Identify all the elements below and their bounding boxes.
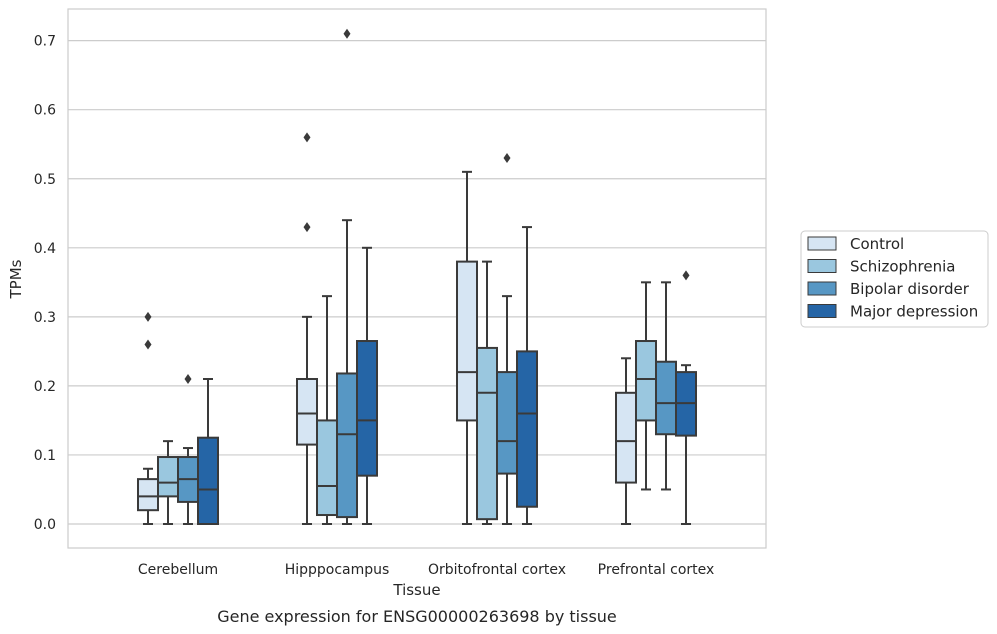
box-schizophrenia bbox=[157, 440, 179, 525]
legend: Control Schizophrenia Bipolar disorder Majo… bbox=[800, 230, 989, 328]
y-axis-label: TPMs bbox=[7, 259, 25, 299]
x-tick-label: Hipppocampus bbox=[285, 562, 390, 578]
outlier-point bbox=[343, 28, 351, 39]
legend-label: Bipolar disorder bbox=[850, 280, 970, 298]
box-iqr bbox=[655, 360, 677, 436]
grid-lines bbox=[68, 40, 766, 525]
box-major-depression bbox=[197, 377, 219, 525]
box-iqr bbox=[197, 436, 219, 525]
legend-label: Schizophrenia bbox=[850, 258, 955, 276]
plot-frame bbox=[67, 8, 767, 549]
y-tick-label: 0.2 bbox=[34, 379, 56, 395]
legend-swatch bbox=[807, 236, 837, 251]
box-iqr bbox=[615, 391, 637, 484]
box-iqr bbox=[316, 419, 338, 517]
x-axis-label: Tissue bbox=[392, 581, 440, 599]
x-tick-label: Orbitofrontal cortex bbox=[428, 562, 566, 578]
y-tick-label: 0.4 bbox=[34, 241, 56, 257]
box-bipolar-disorder bbox=[336, 28, 358, 525]
outlier-point bbox=[503, 153, 511, 164]
legend-label: Control bbox=[850, 235, 904, 253]
box-iqr bbox=[296, 377, 318, 446]
legend-swatch bbox=[807, 304, 837, 318]
y-tick-label: 0.6 bbox=[34, 103, 56, 119]
x-tick-label: Prefrontal cortex bbox=[598, 562, 715, 578]
outlier-point bbox=[184, 373, 192, 384]
box-control bbox=[296, 132, 318, 525]
box-control bbox=[137, 311, 159, 525]
y-axis-ticks: 0.0 0.1 0.2 0.3 0.4 0.5 0.6 0.7 bbox=[34, 34, 56, 533]
box-iqr bbox=[496, 371, 518, 475]
outlier-point bbox=[303, 132, 311, 143]
legend-frame bbox=[800, 230, 989, 328]
y-tick-label: 0.5 bbox=[34, 172, 56, 188]
box-iqr bbox=[137, 478, 159, 512]
box-schizophrenia bbox=[316, 295, 338, 525]
box-iqr bbox=[516, 350, 538, 508]
box-iqr bbox=[157, 456, 179, 498]
y-tick-label: 0.3 bbox=[34, 310, 56, 326]
box-major-depression bbox=[516, 226, 538, 525]
box-iqr bbox=[635, 340, 657, 422]
box-control bbox=[615, 357, 637, 525]
box-iqr bbox=[356, 340, 378, 477]
chart-caption: Gene expression for ENSG00000263698 by t… bbox=[217, 607, 617, 626]
outlier-point bbox=[144, 311, 152, 322]
box-schizophrenia bbox=[635, 281, 657, 491]
box-iqr bbox=[336, 372, 358, 519]
x-axis-ticks: Cerebellum Hipppocampus Orbitofrontal cort… bbox=[138, 562, 714, 578]
y-tick-label: 0.1 bbox=[34, 448, 56, 464]
box-iqr bbox=[456, 260, 478, 422]
box-bipolar-disorder bbox=[496, 153, 518, 525]
box-control bbox=[456, 170, 478, 525]
box-schizophrenia bbox=[476, 260, 498, 525]
x-tick-label: Cerebellum bbox=[138, 562, 218, 578]
legend-swatch bbox=[807, 281, 837, 296]
legend-label: Major depression bbox=[850, 303, 978, 321]
outlier-point bbox=[144, 339, 152, 350]
y-tick-label: 0.0 bbox=[34, 517, 56, 533]
box-bipolar-disorder bbox=[177, 373, 199, 525]
box-major-depression bbox=[356, 246, 378, 525]
legend-swatch bbox=[807, 259, 837, 273]
outlier-point bbox=[303, 222, 311, 233]
box-iqr bbox=[476, 346, 498, 521]
box-major-depression bbox=[675, 270, 697, 525]
box-bipolar-disorder bbox=[655, 281, 677, 491]
outlier-point bbox=[682, 270, 690, 281]
box-series bbox=[137, 28, 697, 525]
y-tick-label: 0.7 bbox=[34, 34, 56, 50]
